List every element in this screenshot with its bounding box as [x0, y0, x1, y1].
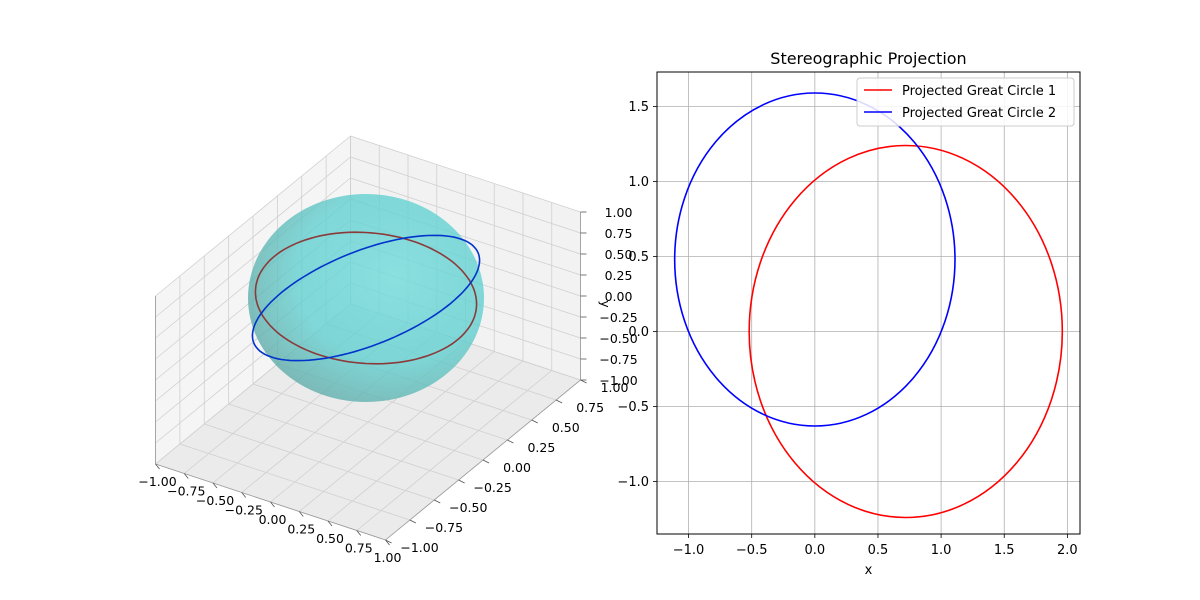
x-tick-label-3d: 0.00	[259, 512, 287, 527]
grid-line-3d	[252, 383, 484, 461]
grid-line-3d	[298, 351, 495, 512]
y-tick-label-3d: 0.50	[552, 420, 580, 435]
y-tick-label-3d: 0.00	[503, 460, 531, 475]
y-tick-mark-3d	[482, 459, 490, 464]
z-tick-label-3d: −0.25	[599, 310, 637, 325]
x-tick-label: 1.0	[931, 543, 952, 558]
z-tick-label-3d: −1.00	[599, 373, 637, 388]
sphere-body	[248, 194, 484, 402]
grid-line-3d	[155, 135, 351, 297]
x-tick-mark-3d	[385, 539, 390, 546]
grid-line-3d	[155, 156, 351, 318]
x-tick-label: 0.5	[868, 543, 889, 558]
chart-title: Stereographic Projection	[770, 49, 966, 68]
y-tick-label-3d: 0.75	[576, 400, 604, 415]
great-circle-3d	[251, 234, 481, 362]
y-tick-label-3d: −0.25	[473, 480, 511, 495]
x-tick-mark-3d	[327, 520, 333, 527]
x-tick-label-3d: −0.25	[225, 503, 263, 518]
great-circle-3d	[254, 231, 478, 365]
grid-line-3d	[356, 370, 553, 531]
grid-line-3d	[327, 360, 524, 522]
x-tick-mark-3d	[298, 511, 304, 517]
y-tick-mark-3d	[385, 539, 392, 544]
y-tick-mark-3d	[507, 439, 514, 444]
grid-line-3d	[350, 156, 581, 234]
y-tick-label: 1.0	[628, 175, 649, 190]
y-tick-label: 0.5	[628, 250, 649, 265]
x-tick-label-3d: 0.75	[345, 541, 373, 556]
series-2-curve	[673, 92, 956, 427]
x-tick-mark-3d	[270, 501, 275, 508]
grid-line-3d	[350, 177, 581, 255]
x-tick-mark-3d	[356, 530, 362, 536]
x-tick-label-3d: 0.50	[316, 531, 344, 546]
y-tick-label: 1.5	[628, 100, 649, 115]
x-tick-label: 1.5	[994, 543, 1015, 558]
legend-label-1: Projected Great Circle 1	[902, 84, 1056, 99]
y-axis-label-3d: y	[598, 300, 612, 307]
y-tick-mark-3d	[434, 499, 441, 504]
projected-series	[673, 92, 1064, 519]
x-axis-label: x	[865, 563, 873, 578]
legend: Projected Great Circle 1 Projected Great…	[856, 77, 1075, 127]
x-tick-label-3d: 0.25	[287, 522, 315, 537]
series-1-curve	[748, 144, 1064, 519]
x-tick-label: −0.5	[736, 543, 768, 558]
x-tick-mark-3d	[155, 463, 160, 470]
grid-line-3d	[350, 135, 581, 213]
y-tick-label-3d: −0.50	[449, 500, 487, 515]
y-tick-label: 0.0	[628, 325, 649, 340]
z-tick-label-3d: 0.75	[605, 226, 633, 241]
z-tick-label-3d: 0.50	[605, 247, 633, 262]
y-tick-label: −0.5	[617, 400, 649, 415]
z-tick-label-3d: 0.25	[605, 268, 633, 283]
y-tick-mark-3d	[458, 479, 465, 484]
sphere-3d-plot: −1.00−1.00−1.00−0.75−0.75−0.75−0.50 −0.50…	[138, 135, 638, 565]
x-tick-label-3d: 1.00	[374, 550, 402, 565]
z-tick-label-3d: −0.75	[599, 352, 637, 367]
y-tick-label-3d: −1.00	[400, 540, 438, 555]
y-tick-label: −1.0	[617, 475, 649, 490]
x-tick-mark-3d	[212, 482, 218, 489]
z-tick-label-3d: 0.00	[605, 289, 633, 304]
x-tick-mark-3d	[183, 473, 189, 479]
y-tick-mark-3d	[409, 519, 417, 524]
legend-box	[856, 77, 1075, 127]
x-tick-mark-3d	[241, 492, 247, 498]
y-tick-mark-3d	[531, 419, 538, 424]
y-tick-mark-3d	[580, 379, 587, 384]
y-tick-label-3d: 1.00	[601, 380, 629, 395]
y-tick-label-3d: −0.75	[425, 520, 463, 535]
plot-frame-2d	[656, 71, 1081, 535]
x-tick-label-3d: −0.75	[167, 484, 205, 499]
x-tick-label: 0.0	[804, 543, 825, 558]
y-tick-mark-3d	[555, 399, 563, 404]
projection-plot: −1.0 −0.5 0.0 0.5 1.0 1.5 2.0 −1.0 −0.5 0.0 0.5 1.0…	[617, 49, 1081, 578]
legend-label-2: Projected Great Circle 2	[902, 106, 1056, 121]
x-tick-label: −1.0	[673, 543, 705, 558]
z-tick-label-3d: 1.00	[605, 205, 633, 220]
axis-ticks-3d: −1.00−1.00−1.00−0.75−0.75−0.75−0.50 −0.50…	[138, 205, 637, 565]
x-tick-label: 2.0	[1057, 543, 1078, 558]
z-tick-label-3d: −0.50	[599, 331, 637, 346]
sphere-surface	[248, 194, 484, 402]
axis-ticks-2d: −1.0 −0.5 0.0 0.5 1.0 1.5 2.0 −1.0 −0.5 0.0 0.5 1.0…	[617, 100, 1077, 558]
x-tick-label-3d: −1.00	[138, 474, 176, 489]
x-tick-label-3d: −0.50	[196, 493, 234, 508]
y-tick-label-3d: 0.25	[527, 440, 555, 455]
great-circles-3d	[251, 231, 481, 365]
